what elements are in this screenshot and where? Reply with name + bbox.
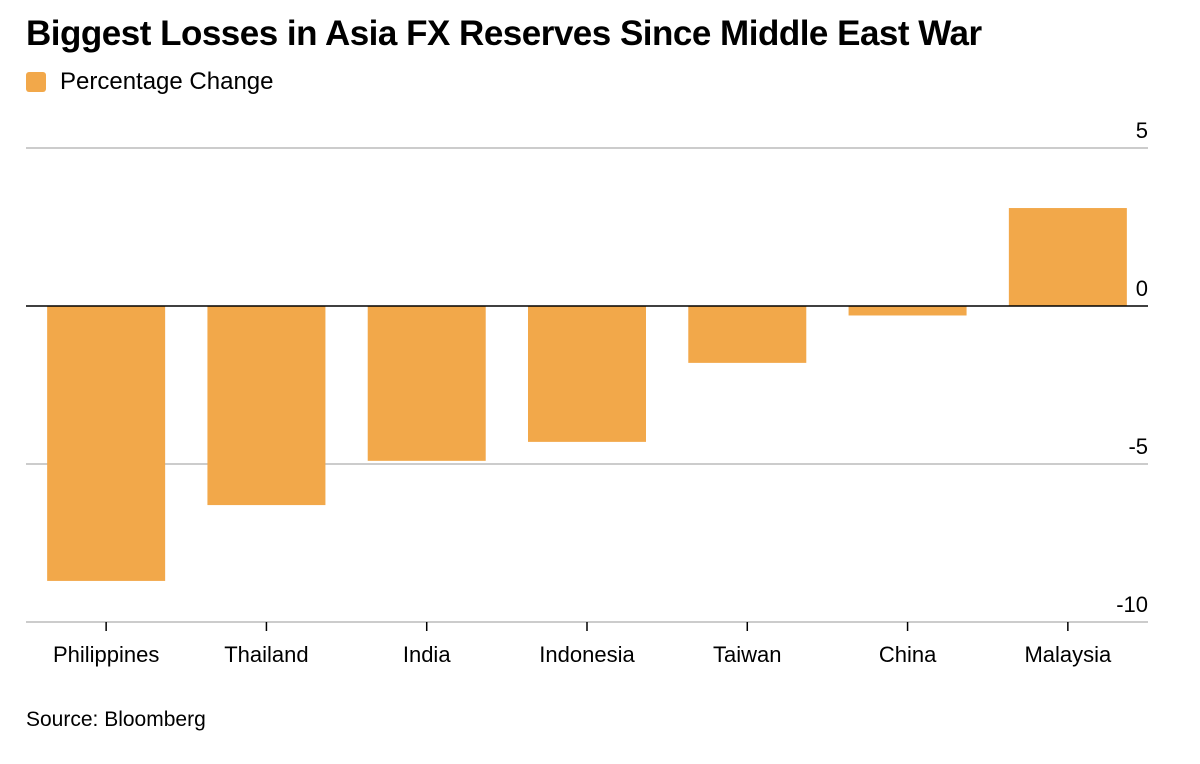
x-tick-label: Indonesia — [539, 642, 635, 667]
bar-malaysia — [1008, 208, 1127, 306]
bars — [47, 208, 1127, 581]
x-tick-label: India — [403, 642, 451, 667]
y-tick-label: -5 — [1128, 434, 1148, 459]
x-tick-label: Taiwan — [713, 642, 781, 667]
x-tick-label: China — [879, 642, 937, 667]
chart-title: Biggest Losses in Asia FX Reserves Since… — [26, 14, 982, 53]
x-tick-label: Malaysia — [1024, 642, 1112, 667]
legend: Percentage Change — [26, 68, 274, 96]
bar-indonesia — [528, 306, 646, 442]
axes: 5 0 -5 -10 Philippines Thailand India Indonesia… — [26, 118, 1148, 667]
legend-label: Percentage Change — [60, 68, 274, 95]
bar-thailand — [207, 306, 326, 506]
legend-swatch — [26, 72, 46, 92]
bar-india — [367, 306, 486, 461]
x-tick-label: Philippines — [53, 642, 159, 667]
y-tick-label: 5 — [1136, 118, 1148, 143]
y-tick-label: 0 — [1136, 276, 1148, 301]
bar-china — [848, 306, 967, 316]
y-tick-label: -10 — [1116, 592, 1148, 617]
bar-philippines — [47, 306, 166, 581]
x-tick-label: Thailand — [224, 642, 308, 667]
source-note: Source: Bloomberg — [26, 708, 206, 731]
bar-taiwan — [688, 306, 807, 363]
